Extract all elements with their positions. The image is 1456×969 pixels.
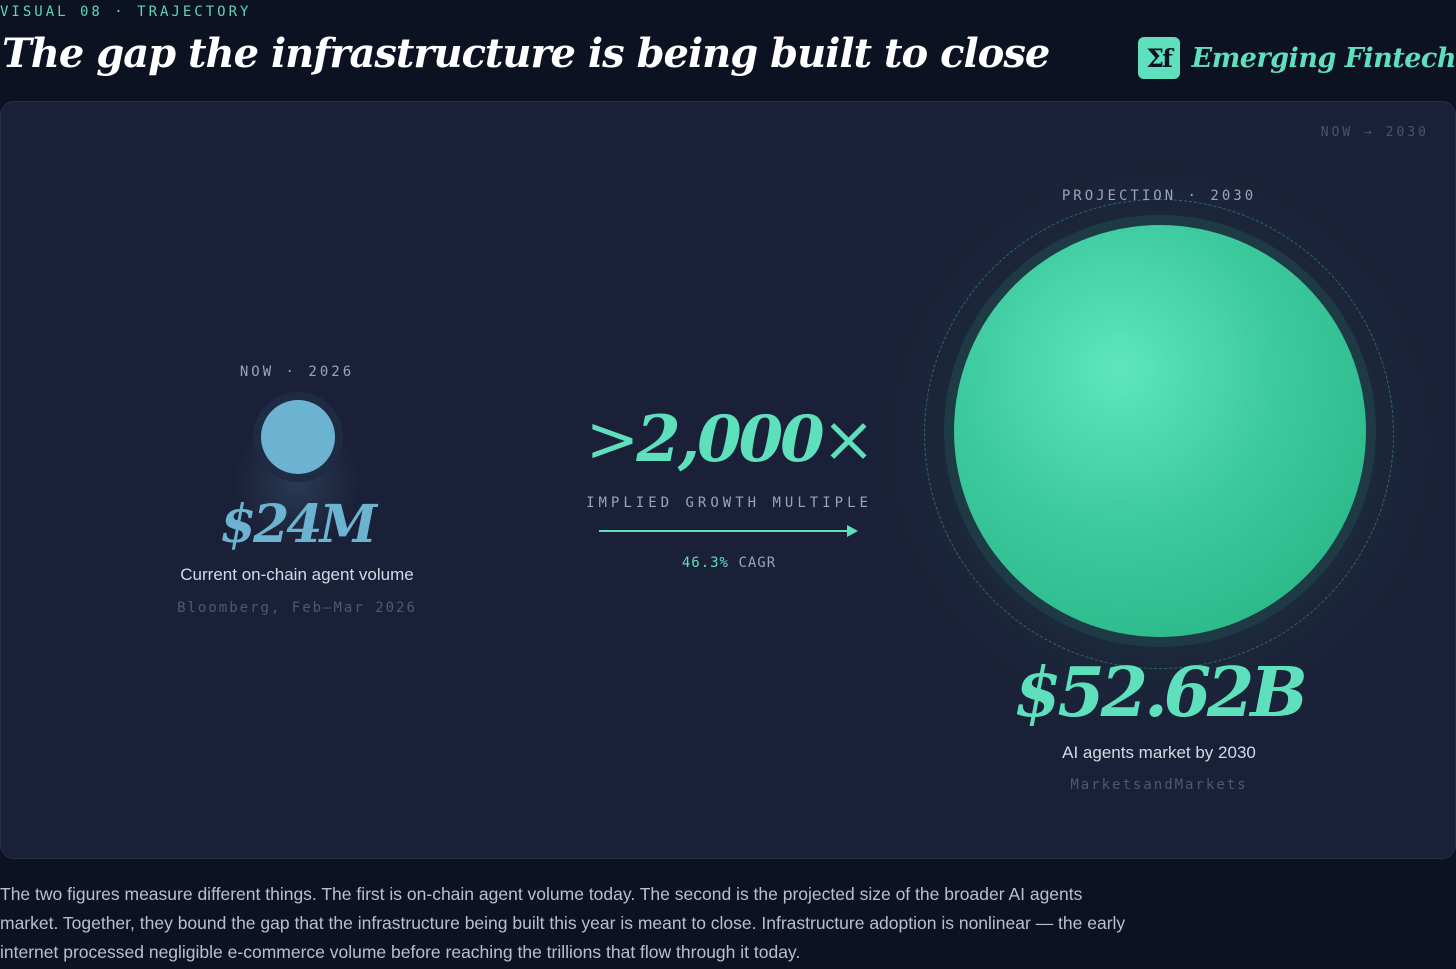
current-caption: Current on-chain agent volume — [180, 565, 414, 584]
cagr-value: 46.3% — [681, 555, 729, 571]
projection-source: MarketsandMarkets — [1070, 777, 1248, 793]
growth-multiple: >2,000× — [579, 402, 879, 477]
projection-period-label: PROJECTION · 2030 — [1061, 188, 1257, 204]
current-source: Bloomberg, Feb–Mar 2026 — [177, 600, 417, 616]
brand-mark-icon: Σf — [1137, 37, 1180, 79]
visual-kicker: VISUAL 08 · TRAJECTORY — [0, 4, 252, 20]
cagr-readout: 46.3% CAGR — [579, 555, 879, 571]
page-title: The gap the infrastructure is being buil… — [2, 30, 1050, 77]
body-paragraph: The two figures measure different things… — [0, 884, 1126, 962]
timeframe-label: NOW → 2030 — [1320, 125, 1429, 140]
current-circle — [261, 400, 335, 474]
projection-circle — [954, 225, 1366, 637]
multiple-label: IMPLIED GROWTH MULTIPLE — [586, 495, 872, 511]
projection-caption: AI agents market by 2030 — [1062, 743, 1256, 762]
cagr-label: CAGR — [738, 555, 777, 571]
current-period-label: NOW · 2026 — [239, 364, 355, 380]
current-group: NOW · 2026 $24M Current on-chain agent v… — [97, 102, 497, 858]
brand-name: Emerging Fintech — [1191, 42, 1456, 74]
brand-logo[interactable]: Σf Emerging Fintech — [1137, 37, 1456, 79]
projection-dashed-ring — [924, 199, 1394, 669]
projection-value: $52.62B — [1014, 653, 1308, 733]
multiple-suffix: × — [821, 403, 876, 477]
multiple-prefix: > — [585, 403, 640, 477]
arrow-right-icon — [599, 525, 858, 537]
trajectory-panel: NOW → 2030 NOW · 2026 $24M Current on-ch… — [0, 101, 1456, 859]
current-value: $24M — [97, 494, 497, 555]
multiple-value: 2,000 — [636, 402, 824, 477]
